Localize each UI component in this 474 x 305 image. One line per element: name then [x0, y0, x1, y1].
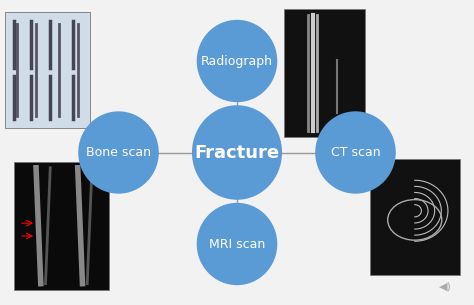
Text: Bone scan: Bone scan — [86, 146, 151, 159]
Text: MRI scan: MRI scan — [209, 238, 265, 250]
Ellipse shape — [78, 111, 159, 194]
Ellipse shape — [197, 20, 277, 102]
Text: ◀): ◀) — [439, 282, 452, 292]
Bar — [284, 9, 365, 137]
Ellipse shape — [197, 203, 277, 285]
Text: CT scan: CT scan — [331, 146, 380, 159]
Bar — [5, 12, 90, 128]
Ellipse shape — [192, 105, 282, 200]
Bar — [14, 162, 109, 290]
Bar — [370, 159, 460, 274]
Text: Fracture: Fracture — [194, 143, 280, 162]
Text: Radiograph: Radiograph — [201, 55, 273, 67]
Ellipse shape — [315, 111, 396, 194]
